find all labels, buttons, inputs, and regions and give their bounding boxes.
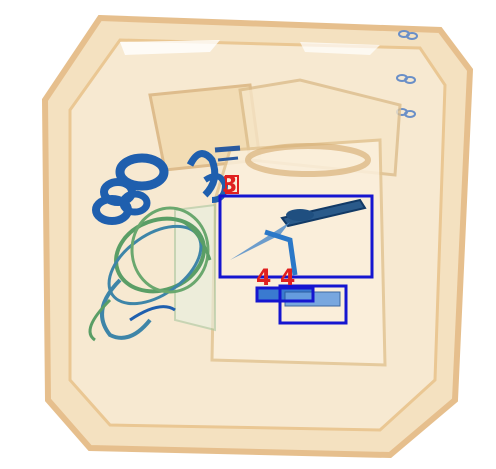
- detection-boxes: 3 4 4: [218, 173, 374, 325]
- key-rings: [92, 145, 241, 225]
- detection-box-4b: [278, 284, 348, 325]
- detection-box-main: [218, 194, 374, 279]
- detection-label-4a: 4: [256, 266, 271, 291]
- cables: [88, 206, 212, 342]
- detection-label-4b: 4: [280, 266, 295, 291]
- scissors-object: [230, 198, 367, 276]
- detection-box-3: [225, 175, 239, 194]
- detection-label-3: 3: [222, 173, 237, 198]
- corner-marks: [396, 30, 418, 118]
- detection-box-4a: [255, 286, 315, 303]
